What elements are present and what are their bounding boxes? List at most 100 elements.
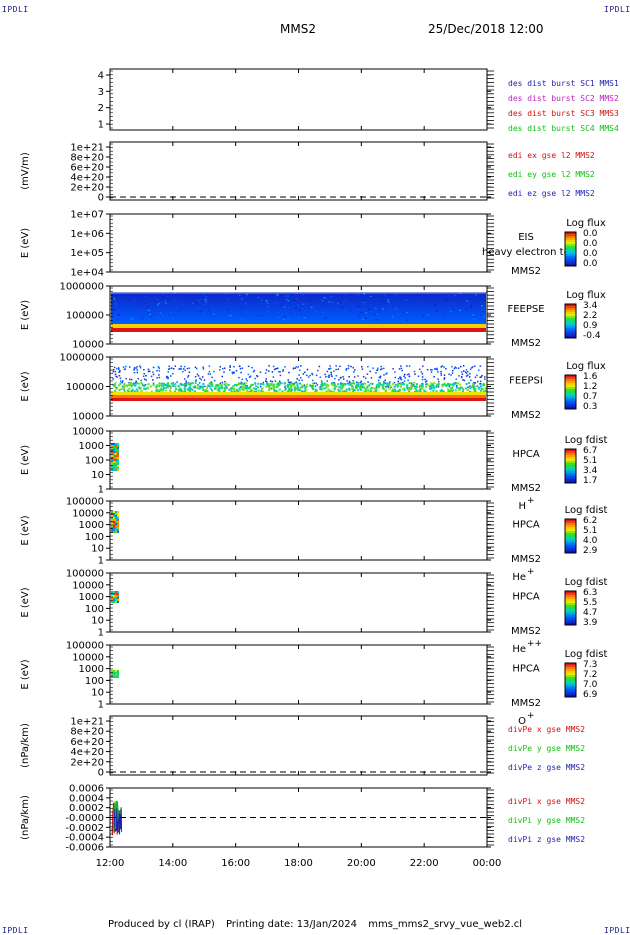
spectrogram-speckle <box>432 385 435 388</box>
spectrogram-speckle <box>208 370 211 373</box>
spectrogram-pixel <box>117 672 119 674</box>
spectrogram-speckle <box>406 365 408 367</box>
spectrogram-speckle <box>448 385 451 388</box>
spectrogram-speckle <box>182 370 184 373</box>
colorbar-frame <box>564 590 577 626</box>
spectrogram-speckle <box>381 386 384 389</box>
spectrogram-speckle <box>329 390 332 393</box>
spectrogram-speckle <box>314 385 317 387</box>
spectrogram-speckle <box>282 370 284 372</box>
spectrogram-speckle <box>377 385 380 388</box>
spectrogram-pixel <box>117 469 119 471</box>
spectrogram-speckle <box>254 377 256 380</box>
spectrogram-speckle <box>164 300 167 302</box>
spectrogram-speckle <box>410 384 413 387</box>
spectrogram-speckle <box>364 318 367 320</box>
spectrogram-speckle <box>305 389 308 392</box>
spectrogram-speckle <box>389 385 392 388</box>
instrument-spacecraft: MMS2 <box>511 410 541 421</box>
colorbar-swatch <box>565 691 576 694</box>
spectrogram-speckle <box>367 365 369 368</box>
spectrogram-speckle <box>416 383 419 386</box>
colorbar-frame <box>564 303 577 339</box>
colorbar-swatch <box>565 475 576 478</box>
spectrogram-speckle <box>209 387 212 390</box>
colorbar-swatch <box>565 322 576 325</box>
spectrogram-speckle <box>160 384 163 387</box>
spectrogram-speckle <box>377 379 380 382</box>
spectrogram-speckle <box>442 318 445 320</box>
spectrogram-speckle <box>130 383 133 386</box>
panel-frame <box>109 213 488 273</box>
spectrogram-speckle <box>419 368 421 371</box>
spectrogram-speckle <box>479 304 482 306</box>
spectrogram-speckle <box>448 307 451 309</box>
spectrogram-speckle <box>427 314 430 316</box>
spectrogram-speckle <box>139 387 142 390</box>
spectrogram-speckle <box>302 303 305 305</box>
spectrogram-pixel <box>111 672 113 674</box>
spectrogram-speckle <box>163 383 166 386</box>
y-tick-label: 100000 <box>66 569 104 580</box>
spectrogram-speckle <box>473 365 476 367</box>
instrument-name: FEEPSI <box>509 376 543 387</box>
spectrogram-speckle <box>479 385 482 388</box>
spectrogram-speckle <box>180 382 183 385</box>
spectrogram-speckle <box>284 366 286 368</box>
spectrogram-speckle <box>310 306 313 308</box>
spectrogram-speckle <box>335 385 338 388</box>
spectrogram-speckle <box>448 373 450 376</box>
spectrogram-speckle <box>182 383 185 386</box>
spectrogram-speckle <box>324 317 327 319</box>
colorbar-swatch <box>565 256 576 259</box>
spectrogram-speckle <box>256 374 258 377</box>
spectrogram-speckle <box>396 383 399 386</box>
spectrogram-pixel <box>113 599 115 601</box>
spectrogram-speckle <box>353 369 356 371</box>
spectrogram-speckle <box>154 301 157 303</box>
spectrogram-speckle <box>392 317 395 319</box>
spectrogram-pixel <box>111 521 113 523</box>
spectrogram-speckle <box>132 383 135 386</box>
spectrogram-speckle <box>143 373 146 375</box>
spectrogram-speckle <box>468 382 471 385</box>
spectrogram-speckle <box>265 299 268 301</box>
spectrogram-speckle <box>218 369 221 371</box>
spectrogram-speckle <box>481 309 484 311</box>
spectrogram-speckle <box>308 300 311 302</box>
x-tick-label: 14:00 <box>158 858 187 869</box>
y-tick-label: 1000 <box>79 441 104 452</box>
y-tick-label: 2e+20 <box>70 757 104 768</box>
spectrogram-pixel <box>117 593 119 595</box>
spectrogram-speckle <box>382 388 385 391</box>
spectrogram-speckle <box>187 389 190 392</box>
spectrogram-speckle <box>483 383 486 386</box>
spectrogram-speckle <box>302 373 305 375</box>
y-axis-label: (mV/m) <box>20 152 31 190</box>
spectrogram-speckle <box>375 372 377 374</box>
spectrogram-speckle <box>393 381 396 384</box>
spectrogram-speckle <box>370 389 373 392</box>
spectrogram-pixel <box>115 513 117 515</box>
spectrogram-pixel <box>111 531 113 533</box>
spectrogram-pixel <box>117 531 119 533</box>
spectrogram-speckle <box>349 384 352 387</box>
spectrogram-speckle <box>167 302 170 304</box>
spectrogram-pixel <box>111 674 113 676</box>
spectrogram-speckle <box>205 300 208 302</box>
spectrogram-pixel <box>113 593 115 595</box>
y-tick-label: 1 <box>98 120 104 131</box>
spectrogram-pixel <box>115 527 117 529</box>
instrument-spacecraft: MMS2 <box>511 483 541 494</box>
spectrogram-speckle <box>178 368 180 370</box>
species-label: He <box>512 644 526 655</box>
y-tick-label: 1e+04 <box>70 268 104 279</box>
spectrogram-speckle <box>383 374 385 376</box>
spectrogram-speckle <box>406 387 409 390</box>
footer-printing-date: Printing date: 13/Jan/2024 <box>225 919 358 930</box>
spectrogram-speckle <box>396 301 399 303</box>
spectrogram-speckle <box>185 384 188 387</box>
spectrogram-speckle <box>223 367 226 369</box>
colorbar-swatch <box>565 306 576 309</box>
spectrogram-pixel <box>117 674 119 676</box>
